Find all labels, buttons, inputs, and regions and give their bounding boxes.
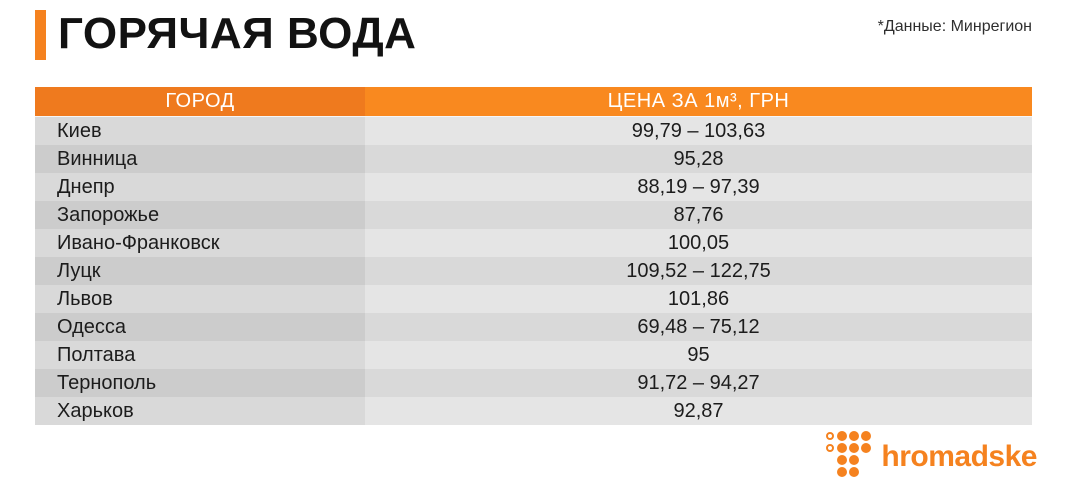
source-note: *Данные: Минрегион xyxy=(877,18,1032,35)
brand-wordmark: hromadske xyxy=(881,440,1037,473)
price-cell: 95 xyxy=(365,341,1032,369)
price-cell: 87,76 xyxy=(365,201,1032,229)
table-body: Киев 99,79 – 103,63 Винница 95,28 Днепр … xyxy=(35,117,1032,425)
price-cell: 100,05 xyxy=(365,229,1032,257)
table-row: Луцк 109,52 – 122,75 xyxy=(35,257,1032,285)
city-cell: Тернополь xyxy=(35,369,365,397)
table-row: Полтава 95 xyxy=(35,341,1032,369)
price-cell: 92,87 xyxy=(365,397,1032,425)
page-title: ГОРЯЧАЯ ВОДА xyxy=(58,9,417,58)
hromadske-logo-icon xyxy=(824,430,872,478)
price-cell: 109,52 – 122,75 xyxy=(365,257,1032,285)
city-cell: Запорожье xyxy=(35,201,365,229)
footer-brand: hromadske xyxy=(824,430,1037,478)
city-cell: Днепр xyxy=(35,173,365,201)
city-cell: Львов xyxy=(35,285,365,313)
table-row: Тернополь 91,72 – 94,27 xyxy=(35,369,1032,397)
price-cell: 69,48 – 75,12 xyxy=(365,313,1032,341)
title-accent-bar xyxy=(35,10,46,60)
table-row: Киев 99,79 – 103,63 xyxy=(35,117,1032,145)
city-cell: Винница xyxy=(35,145,365,173)
table-row: Одесса 69,48 – 75,12 xyxy=(35,313,1032,341)
city-cell: Полтава xyxy=(35,341,365,369)
price-cell: 99,79 – 103,63 xyxy=(365,117,1032,145)
table-row: Винница 95,28 xyxy=(35,145,1032,173)
table-row: Львов 101,86 xyxy=(35,285,1032,313)
table-row: Ивано-Франковск 100,05 xyxy=(35,229,1032,257)
city-cell: Киев xyxy=(35,117,365,145)
price-table: ГОРОД ЦЕНА ЗА 1м³, ГРН Киев 99,79 – 103,… xyxy=(35,87,1032,425)
table-row: Днепр 88,19 – 97,39 xyxy=(35,173,1032,201)
header-cell-price: ЦЕНА ЗА 1м³, ГРН xyxy=(365,87,1032,116)
city-cell: Ивано-Франковск xyxy=(35,229,365,257)
table-row: Запорожье 87,76 xyxy=(35,201,1032,229)
price-cell: 88,19 – 97,39 xyxy=(365,173,1032,201)
header-cell-city: ГОРОД xyxy=(35,87,365,116)
table-header-row: ГОРОД ЦЕНА ЗА 1м³, ГРН xyxy=(35,87,1032,117)
city-cell: Одесса xyxy=(35,313,365,341)
price-cell: 101,86 xyxy=(365,285,1032,313)
price-cell: 95,28 xyxy=(365,145,1032,173)
table-row: Харьков 92,87 xyxy=(35,397,1032,425)
price-cell: 91,72 – 94,27 xyxy=(365,369,1032,397)
city-cell: Харьков xyxy=(35,397,365,425)
city-cell: Луцк xyxy=(35,257,365,285)
